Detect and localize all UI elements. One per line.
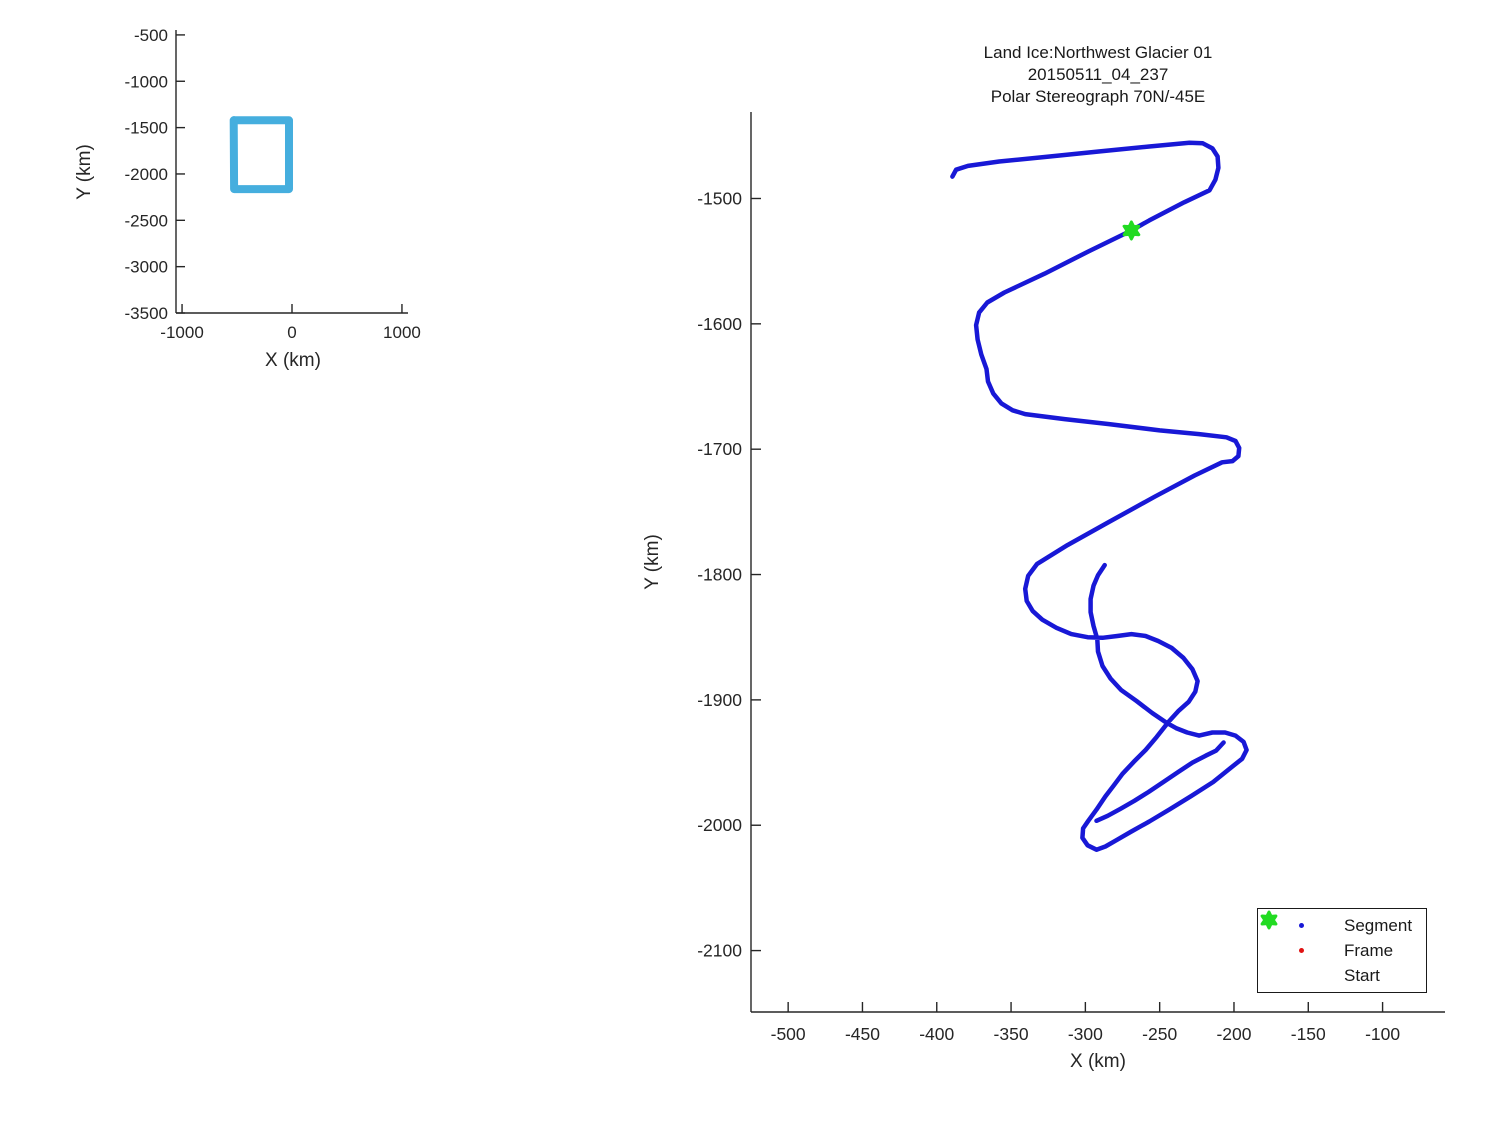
overview-y-tick-label: -1000 bbox=[125, 72, 168, 91]
main-x-tick-label: -300 bbox=[1068, 1024, 1103, 1044]
overview-y-tick-label: -2500 bbox=[125, 211, 168, 230]
segment-dot-icon bbox=[1258, 923, 1344, 928]
overview-y-tick-label: -1500 bbox=[125, 119, 168, 138]
main-segment-track-inner-pass bbox=[1094, 740, 1226, 824]
main-y-tick-label: -2100 bbox=[697, 941, 742, 961]
main-x-tick-label: -500 bbox=[771, 1024, 806, 1044]
overview-x-tick-label: -1000 bbox=[160, 323, 203, 342]
legend-item-frame: Frame bbox=[1258, 938, 1426, 963]
main-x-tick-label: -400 bbox=[919, 1024, 954, 1044]
main-x-tick-label: -450 bbox=[845, 1024, 880, 1044]
overview-y-tick-label: -3000 bbox=[125, 258, 168, 277]
main-y-tick-label: -1800 bbox=[697, 565, 742, 585]
overview-y-axis-label: Y (km) bbox=[74, 144, 95, 200]
main-x-tick-label: -350 bbox=[994, 1024, 1029, 1044]
legend-label-segment: Segment bbox=[1344, 915, 1413, 935]
main-chart-title: Land Ice:Northwest Glacier 01 20150511_0… bbox=[838, 42, 1358, 108]
overview-y-tick-label: -3500 bbox=[125, 304, 168, 323]
main-x-tick-label: -100 bbox=[1365, 1024, 1400, 1044]
main-y-tick-label: -1600 bbox=[697, 314, 742, 334]
overview-coverage-box-outline bbox=[229, 116, 293, 194]
legend-box: Segment Frame Start bbox=[1257, 908, 1427, 993]
main-y-tick-label: -1900 bbox=[697, 690, 742, 710]
main-x-axis-label: X (km) bbox=[1070, 1051, 1126, 1072]
main-start-marker bbox=[1122, 220, 1141, 241]
main-y-axis-label: Y (km) bbox=[642, 534, 663, 590]
main-x-tick-label: -250 bbox=[1142, 1024, 1177, 1044]
overview-y-tick-label: -2000 bbox=[125, 165, 168, 184]
main-y-tick-label: -1700 bbox=[697, 439, 742, 459]
overview-x-axis-label: X (km) bbox=[265, 350, 321, 371]
legend-label-frame: Frame bbox=[1344, 940, 1394, 960]
overview-x-tick-label: 1000 bbox=[383, 323, 421, 342]
legend-label-start: Start bbox=[1344, 965, 1380, 985]
start-hexagram-glyph bbox=[1260, 910, 1278, 930]
title-line-1: Land Ice:Northwest Glacier 01 bbox=[983, 43, 1213, 62]
main-y-tick-label: -1500 bbox=[697, 188, 742, 208]
legend-item-segment: Segment bbox=[1258, 913, 1426, 938]
title-line-2: 20150511_04_237 bbox=[1027, 65, 1169, 84]
main-y-tick-label: -2000 bbox=[697, 815, 742, 835]
title-line-3: Polar Stereograph 70N/-45E bbox=[990, 87, 1206, 106]
main-segment-track bbox=[950, 140, 1249, 852]
main-x-tick-label: -200 bbox=[1216, 1024, 1251, 1044]
frame-dot-icon bbox=[1258, 948, 1344, 953]
overview-y-tick-label: -500 bbox=[134, 26, 168, 45]
legend-item-start: Start bbox=[1258, 910, 1426, 988]
overview-x-tick-label: 0 bbox=[287, 323, 296, 342]
main-x-tick-label: -150 bbox=[1291, 1024, 1326, 1044]
